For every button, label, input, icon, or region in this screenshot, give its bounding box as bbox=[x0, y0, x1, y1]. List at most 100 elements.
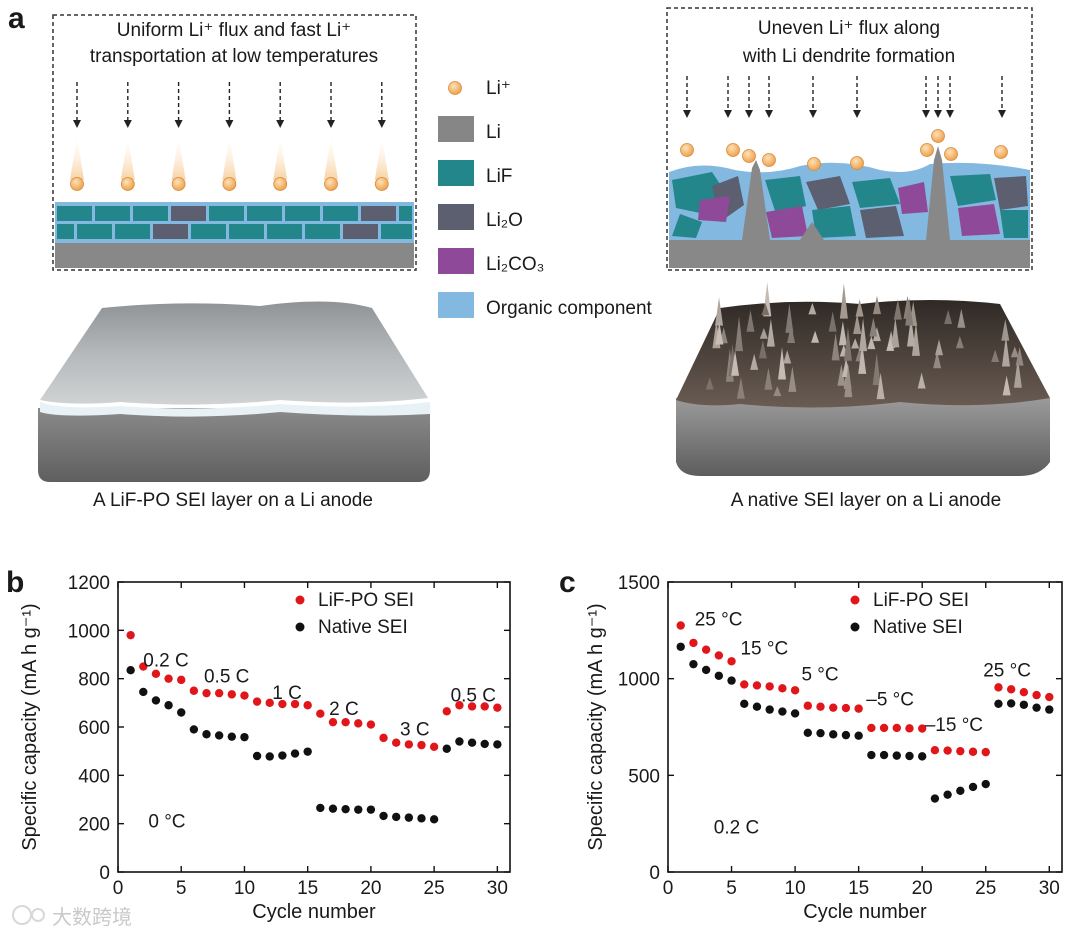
lif-brick bbox=[323, 206, 358, 221]
dendrite-spike bbox=[837, 364, 846, 386]
dendrite-spike bbox=[783, 350, 792, 364]
legend-swatch bbox=[438, 160, 474, 186]
x-axis-label: Cycle number bbox=[252, 901, 376, 923]
left-li-substrate bbox=[55, 242, 414, 268]
legend-swatch bbox=[438, 204, 474, 230]
native-point bbox=[341, 804, 350, 814]
dendrite-spike bbox=[858, 343, 867, 374]
x-tick-label: 15 bbox=[848, 878, 869, 899]
dendrite-spike bbox=[828, 311, 837, 332]
watermark: 大数跨境 bbox=[12, 905, 132, 929]
right-li2o-grain bbox=[860, 206, 904, 238]
native-point bbox=[803, 728, 813, 737]
left-anode-label: A LiF-PO SEI layer on a Li anode bbox=[93, 490, 373, 511]
li-ion-icon bbox=[807, 157, 821, 171]
dendrite-spike bbox=[872, 353, 881, 386]
lif-po-point bbox=[290, 699, 300, 709]
li-ion-icon bbox=[920, 143, 934, 157]
lif-po-point bbox=[676, 621, 685, 630]
lif-po-point bbox=[189, 686, 199, 695]
x-tick-label: 10 bbox=[785, 878, 806, 899]
lif-po-point bbox=[727, 657, 736, 666]
lif-po-point bbox=[379, 733, 388, 743]
left-caption-line2: transportation at low temperatures bbox=[90, 46, 378, 67]
native-point bbox=[189, 725, 199, 734]
native-point bbox=[994, 699, 1003, 708]
native-point bbox=[391, 812, 401, 822]
legend-label: Li₂O bbox=[486, 210, 523, 231]
native-point bbox=[930, 794, 940, 803]
native-point bbox=[303, 747, 312, 756]
left-uniform-flux bbox=[70, 82, 389, 191]
li-ion-icon bbox=[70, 177, 84, 191]
dendrite-spike bbox=[917, 372, 926, 389]
lif-po-point bbox=[278, 699, 287, 709]
native-point bbox=[841, 730, 851, 740]
lif-po-point bbox=[227, 690, 237, 699]
native-point bbox=[404, 813, 414, 822]
native-point bbox=[778, 707, 787, 716]
native-point bbox=[227, 732, 237, 741]
native-point bbox=[265, 752, 274, 761]
native-point bbox=[278, 751, 287, 760]
right-li2co3-grain bbox=[698, 196, 730, 222]
right-li2co3-grain bbox=[958, 204, 1000, 236]
dendrite-spike bbox=[761, 303, 770, 316]
dendrite-spike bbox=[907, 316, 916, 347]
native-point bbox=[968, 782, 978, 792]
lif-po-point bbox=[316, 709, 325, 718]
lif-po-point bbox=[956, 746, 965, 756]
panel-a: a Uniform Li⁺ flux and fast Li⁺ transpor… bbox=[8, 2, 1050, 511]
x-tick-label: 25 bbox=[424, 878, 445, 899]
chart-b: 0 5 10 15 20 25 30 0 200 400 600 800 1000 1200 Cycle n… bbox=[19, 573, 511, 923]
native-point bbox=[467, 738, 477, 747]
dendrite-spike bbox=[859, 318, 868, 352]
lif-po-point bbox=[879, 723, 889, 733]
lif-po-point bbox=[867, 723, 876, 733]
rough-surface-spikes bbox=[705, 281, 1024, 400]
lif-po-point bbox=[714, 651, 724, 660]
x-tick-label: 30 bbox=[487, 878, 508, 899]
chart-annotation: 25 °C bbox=[695, 610, 743, 631]
native-point bbox=[892, 751, 901, 760]
x-tick-label: 25 bbox=[975, 878, 996, 899]
native-point bbox=[905, 751, 914, 761]
y-axis-label: Specific capacity (mA h g⁻¹) bbox=[585, 603, 607, 850]
native-point bbox=[442, 744, 451, 753]
native-point bbox=[917, 752, 927, 761]
lif-brick bbox=[361, 206, 396, 221]
lif-po-point bbox=[404, 740, 414, 749]
flux-beam bbox=[222, 136, 237, 180]
native-point bbox=[765, 705, 774, 714]
legend-label: LiF-PO SEI bbox=[318, 590, 414, 611]
native-point bbox=[867, 750, 876, 760]
dendrite-spike bbox=[876, 372, 885, 400]
flux-arrowhead-icon bbox=[745, 110, 753, 118]
lif-po-point bbox=[930, 746, 940, 755]
lif-po-anode-render: A LiF-PO SEI layer on a Li anode bbox=[38, 301, 430, 511]
dendrite-spike bbox=[759, 327, 768, 339]
dendrite-spike bbox=[869, 317, 878, 337]
flux-arrowhead-icon bbox=[809, 110, 817, 118]
native-point bbox=[956, 786, 965, 795]
chart-annotation: –5 °C bbox=[866, 690, 914, 711]
lif-po-point bbox=[328, 717, 338, 727]
dendrite-spike bbox=[736, 377, 745, 399]
x-tick-label: 10 bbox=[234, 878, 255, 899]
right-caption-line2: with Li dendrite formation bbox=[742, 46, 955, 67]
y-tick-label: 800 bbox=[78, 670, 110, 691]
lif-po-point bbox=[467, 702, 477, 711]
native-point bbox=[727, 676, 736, 685]
dendrite-spike bbox=[746, 309, 755, 332]
dendrite-spike bbox=[933, 351, 942, 369]
y-tick-label: 1200 bbox=[68, 573, 110, 594]
lif-po-point bbox=[442, 707, 451, 716]
x-tick-label: 30 bbox=[1039, 878, 1060, 899]
lif-brick bbox=[305, 224, 340, 239]
native-point bbox=[740, 699, 749, 708]
flux-arrowhead-icon bbox=[934, 110, 942, 118]
right-dendrite bbox=[742, 160, 770, 240]
dendrite-spike bbox=[872, 295, 881, 315]
legend-label: Native SEI bbox=[873, 617, 963, 638]
li-ion-icon bbox=[680, 143, 694, 157]
